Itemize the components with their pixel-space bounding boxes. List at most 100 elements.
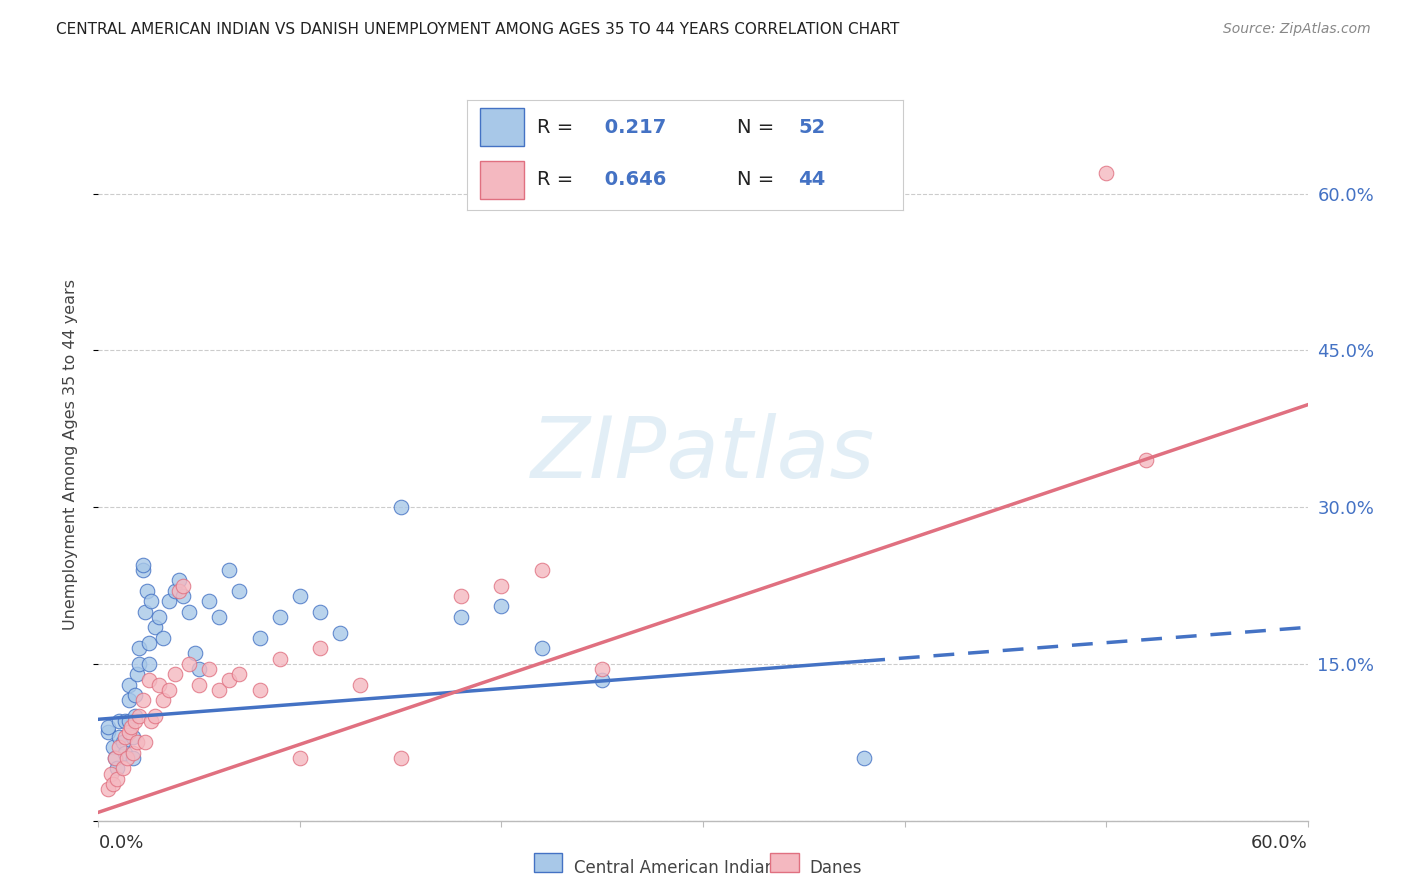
- Point: [1135, 453, 1157, 467]
- Point: [105, 772, 128, 786]
- Point: [115, 751, 138, 765]
- Point: [389, 751, 412, 765]
- Point: [853, 751, 876, 765]
- Point: [198, 662, 221, 676]
- Point: [309, 641, 332, 656]
- Point: [114, 714, 136, 729]
- Text: CENTRAL AMERICAN INDIAN VS DANISH UNEMPLOYMENT AMONG AGES 35 TO 44 YEARS CORRELA: CENTRAL AMERICAN INDIAN VS DANISH UNEMPL…: [56, 22, 900, 37]
- Text: 60.0%: 60.0%: [1251, 834, 1308, 852]
- Point: [101, 740, 124, 755]
- Point: [1095, 166, 1118, 180]
- Text: Central American Indians: Central American Indians: [574, 859, 783, 877]
- Point: [208, 610, 231, 624]
- Point: [530, 563, 553, 577]
- Point: [107, 714, 129, 729]
- Point: [389, 500, 412, 515]
- Point: [269, 651, 291, 665]
- Point: [152, 631, 174, 645]
- Point: [107, 740, 129, 755]
- Point: [128, 657, 150, 671]
- Text: 0.0%: 0.0%: [98, 834, 143, 852]
- Point: [103, 751, 125, 765]
- Point: [288, 589, 311, 603]
- Point: [309, 605, 332, 619]
- Point: [120, 720, 142, 734]
- Point: [105, 761, 128, 775]
- Point: [124, 688, 146, 702]
- Point: [530, 641, 553, 656]
- Point: [114, 746, 136, 760]
- Point: [118, 724, 141, 739]
- Point: [491, 599, 513, 614]
- Point: [148, 610, 170, 624]
- Point: [184, 647, 207, 661]
- Point: [121, 746, 143, 760]
- Point: [132, 693, 155, 707]
- Point: [167, 583, 190, 598]
- Point: [491, 578, 513, 592]
- Point: [591, 662, 613, 676]
- Point: [118, 678, 141, 692]
- Point: [135, 583, 157, 598]
- Point: [450, 589, 472, 603]
- Point: [101, 777, 124, 791]
- Point: [132, 563, 155, 577]
- Point: [111, 735, 134, 749]
- Point: [148, 678, 170, 692]
- Point: [138, 673, 160, 687]
- Point: [118, 714, 141, 729]
- Point: [100, 766, 122, 780]
- Point: [97, 782, 120, 797]
- Point: [125, 735, 148, 749]
- Point: [124, 709, 146, 723]
- Point: [349, 678, 371, 692]
- Point: [208, 683, 231, 698]
- Point: [139, 714, 162, 729]
- Point: [118, 693, 141, 707]
- Point: [143, 620, 166, 634]
- Y-axis label: Unemployment Among Ages 35 to 44 years: Unemployment Among Ages 35 to 44 years: [63, 279, 77, 631]
- Point: [228, 667, 250, 681]
- Point: [132, 558, 155, 572]
- Point: [179, 657, 201, 671]
- Point: [218, 563, 240, 577]
- Point: [163, 583, 186, 598]
- Point: [269, 610, 291, 624]
- Point: [139, 594, 162, 608]
- Point: [179, 605, 201, 619]
- Point: [152, 693, 174, 707]
- Point: [329, 625, 352, 640]
- Point: [157, 683, 180, 698]
- Point: [249, 683, 271, 698]
- Point: [111, 761, 134, 775]
- Point: [172, 589, 194, 603]
- Point: [591, 673, 613, 687]
- Point: [188, 678, 211, 692]
- Point: [172, 578, 194, 592]
- Point: [124, 714, 146, 729]
- Point: [114, 730, 136, 744]
- Point: [167, 574, 190, 588]
- Point: [218, 673, 240, 687]
- Text: Danes: Danes: [810, 859, 862, 877]
- Point: [128, 709, 150, 723]
- Point: [228, 583, 250, 598]
- Point: [198, 594, 221, 608]
- Point: [97, 724, 120, 739]
- Point: [128, 641, 150, 656]
- Point: [157, 594, 180, 608]
- Text: Source: ZipAtlas.com: Source: ZipAtlas.com: [1223, 22, 1371, 37]
- Point: [121, 751, 143, 765]
- Point: [121, 730, 143, 744]
- Point: [249, 631, 271, 645]
- Point: [103, 751, 125, 765]
- Point: [134, 735, 156, 749]
- Point: [163, 667, 186, 681]
- Point: [138, 657, 160, 671]
- Point: [125, 667, 148, 681]
- Point: [288, 751, 311, 765]
- Point: [143, 709, 166, 723]
- Point: [107, 730, 129, 744]
- Point: [188, 662, 211, 676]
- Point: [138, 636, 160, 650]
